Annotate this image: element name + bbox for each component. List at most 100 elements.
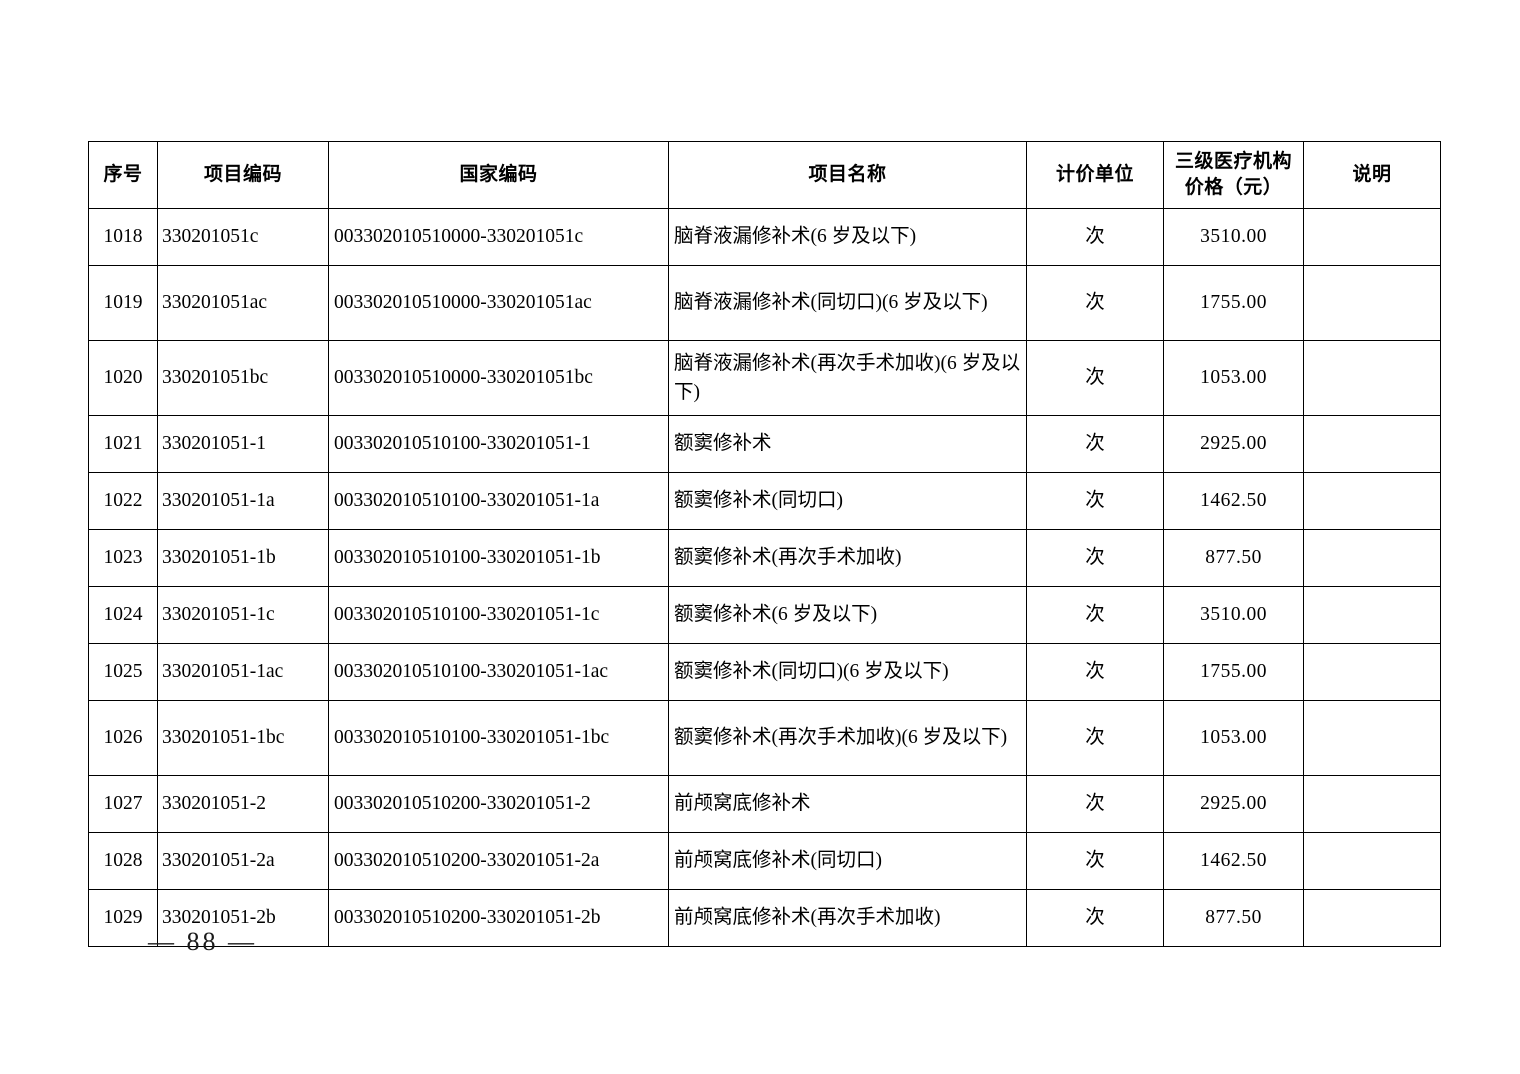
cell-seq: 1027 [88, 775, 158, 833]
cell-seq: 1018 [88, 208, 158, 266]
cell-seq: 1019 [88, 265, 158, 341]
cell-price: 877.50 [1163, 889, 1304, 947]
column-header-item-name: 项目名称 [668, 141, 1027, 209]
cell-price: 1053.00 [1163, 700, 1304, 776]
cell-item-name: 脑脊液漏修补术(再次手术加收)(6 岁及以下) [668, 340, 1027, 416]
table-header-row: 序号 项目编码 国家编码 项目名称 计价单位 三级医疗机构 价格（元） 说明 [88, 141, 1441, 209]
cell-seq: 1022 [88, 472, 158, 530]
cell-remark [1303, 265, 1441, 341]
cell-national-code: 003302010510100-330201051-1b [328, 529, 669, 587]
cell-seq: 1023 [88, 529, 158, 587]
cell-item-code: 330201051-1 [157, 415, 329, 473]
cell-unit: 次 [1026, 415, 1164, 473]
cell-unit: 次 [1026, 889, 1164, 947]
cell-national-code: 003302010510000-330201051bc [328, 340, 669, 416]
cell-unit: 次 [1026, 265, 1164, 341]
cell-item-name: 前颅窝底修补术 [668, 775, 1027, 833]
cell-seq: 1029 [88, 889, 158, 947]
cell-item-code: 330201051-1b [157, 529, 329, 587]
column-header-price-line2: 价格（元） [1184, 177, 1283, 198]
cell-remark [1303, 889, 1441, 947]
cell-national-code: 003302010510100-330201051-1ac [328, 643, 669, 701]
cell-item-name: 脑脊液漏修补术(6 岁及以下) [668, 208, 1027, 266]
cell-remark [1303, 529, 1441, 587]
cell-remark [1303, 415, 1441, 473]
cell-item-code: 330201051-1bc [157, 700, 329, 776]
table-row: 1024 330201051-1c 003302010510100-33020105… [88, 586, 1441, 644]
table-row: 1023 330201051-1b 003302010510100-33020105… [88, 529, 1441, 587]
column-header-price-line1: 三级医疗机构 [1174, 150, 1292, 172]
cell-price: 3510.00 [1163, 208, 1304, 266]
cell-national-code: 003302010510100-330201051-1c [328, 586, 669, 644]
cell-price: 3510.00 [1163, 586, 1304, 644]
cell-item-name: 额窦修补术(再次手术加收)(6 岁及以下) [668, 700, 1027, 776]
table-row: 1027 330201051-2 003302010510200-330201051… [88, 775, 1441, 833]
cell-national-code: 003302010510200-330201051-2a [328, 832, 669, 890]
cell-price: 1755.00 [1163, 643, 1304, 701]
table-row: 1029 330201051-2b 003302010510200-33020105… [88, 889, 1441, 947]
column-header-national-code: 国家编码 [328, 141, 669, 209]
cell-item-code: 330201051bc [157, 340, 329, 416]
cell-unit: 次 [1026, 586, 1164, 644]
cell-price: 1755.00 [1163, 265, 1304, 341]
cell-item-code: 330201051c [157, 208, 329, 266]
table-row: 1026 330201051-1bc 003302010510100-3302010… [88, 700, 1441, 776]
cell-remark [1303, 472, 1441, 530]
table-row: 1018 330201051c 003302010510000-330201051c… [88, 208, 1441, 266]
cell-remark [1303, 340, 1441, 416]
cell-item-name: 前颅窝底修补术(再次手术加收) [668, 889, 1027, 947]
column-header-item-code: 项目编码 [157, 141, 329, 209]
table-row: 1028 330201051-2a 003302010510200-33020105… [88, 832, 1441, 890]
cell-remark [1303, 586, 1441, 644]
medical-price-table: 序号 项目编码 国家编码 项目名称 计价单位 三级医疗机构 价格（元） 说明 1… [88, 141, 1441, 947]
cell-price: 1462.50 [1163, 472, 1304, 530]
cell-price: 1053.00 [1163, 340, 1304, 416]
column-header-price: 三级医疗机构 价格（元） [1163, 141, 1304, 209]
column-header-seq: 序号 [88, 141, 158, 209]
table-row: 1019 330201051ac 003302010510000-330201051… [88, 265, 1441, 341]
cell-national-code: 003302010510200-330201051-2 [328, 775, 669, 833]
cell-price: 2925.00 [1163, 775, 1304, 833]
cell-unit: 次 [1026, 208, 1164, 266]
cell-item-name: 前颅窝底修补术(同切口) [668, 832, 1027, 890]
cell-seq: 1024 [88, 586, 158, 644]
cell-price: 1462.50 [1163, 832, 1304, 890]
cell-national-code: 003302010510100-330201051-1bc [328, 700, 669, 776]
column-header-unit: 计价单位 [1026, 141, 1164, 209]
cell-unit: 次 [1026, 832, 1164, 890]
cell-item-name: 额窦修补术(再次手术加收) [668, 529, 1027, 587]
cell-seq: 1026 [88, 700, 158, 776]
column-header-remark: 说明 [1303, 141, 1441, 209]
cell-item-name: 脑脊液漏修补术(同切口)(6 岁及以下) [668, 265, 1027, 341]
cell-unit: 次 [1026, 700, 1164, 776]
cell-seq: 1025 [88, 643, 158, 701]
cell-unit: 次 [1026, 340, 1164, 416]
cell-national-code: 003302010510200-330201051-2b [328, 889, 669, 947]
cell-item-code: 330201051ac [157, 265, 329, 341]
cell-price: 2925.00 [1163, 415, 1304, 473]
table-body: 1018 330201051c 003302010510000-330201051c… [88, 208, 1441, 947]
cell-remark [1303, 775, 1441, 833]
cell-item-name: 额窦修补术(6 岁及以下) [668, 586, 1027, 644]
cell-remark [1303, 700, 1441, 776]
page-number: — 88 — [148, 927, 257, 956]
cell-item-code: 330201051-2 [157, 775, 329, 833]
cell-item-name: 额窦修补术(同切口)(6 岁及以下) [668, 643, 1027, 701]
cell-remark [1303, 643, 1441, 701]
cell-unit: 次 [1026, 529, 1164, 587]
table-row: 1021 330201051-1 003302010510100-330201051… [88, 415, 1441, 473]
cell-unit: 次 [1026, 472, 1164, 530]
cell-national-code: 003302010510000-330201051c [328, 208, 669, 266]
cell-price: 877.50 [1163, 529, 1304, 587]
table-row: 1022 330201051-1a 003302010510100-33020105… [88, 472, 1441, 530]
cell-seq: 1028 [88, 832, 158, 890]
cell-item-code: 330201051-1a [157, 472, 329, 530]
cell-unit: 次 [1026, 643, 1164, 701]
table-row: 1020 330201051bc 003302010510000-330201051… [88, 340, 1441, 416]
cell-national-code: 003302010510100-330201051-1a [328, 472, 669, 530]
cell-item-name: 额窦修补术(同切口) [668, 472, 1027, 530]
cell-seq: 1021 [88, 415, 158, 473]
cell-item-code: 330201051-2a [157, 832, 329, 890]
cell-unit: 次 [1026, 775, 1164, 833]
